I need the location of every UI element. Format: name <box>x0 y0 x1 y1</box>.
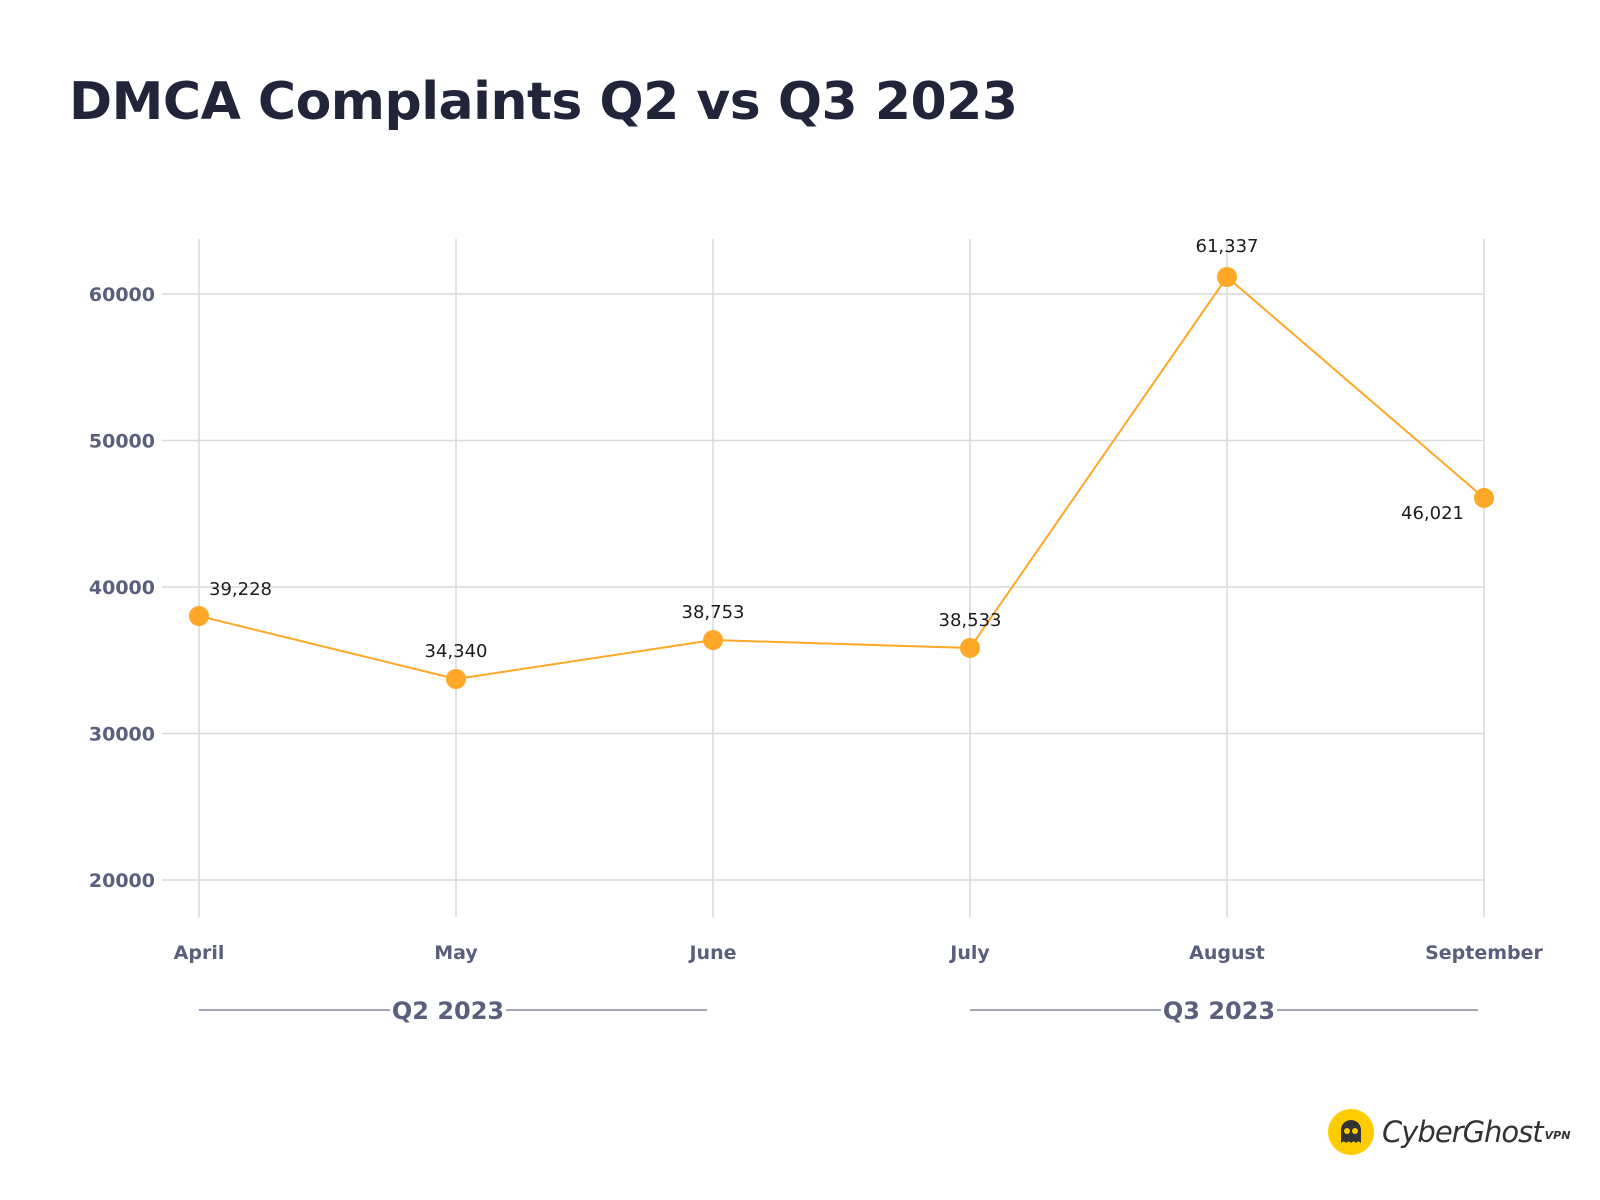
y-tick-label: 60000 <box>89 284 155 306</box>
data-label: 38,533 <box>939 610 1002 631</box>
group-label: Q3 2023 <box>1163 997 1275 1025</box>
line-layer <box>198 275 1485 681</box>
x-tick-label: August <box>1189 942 1265 964</box>
data-label: 38,753 <box>682 602 745 623</box>
label-layer: 39,228 34,340 38,753 38,533 61,337 46,021 <box>209 236 1464 662</box>
x-tick-label: June <box>687 942 736 964</box>
axis-layer: 20000 30000 40000 50000 60000 April May June Jul… <box>89 284 1544 964</box>
group-label: Q2 2023 <box>392 997 504 1025</box>
x-tick-label: July <box>948 942 990 964</box>
data-point <box>703 630 723 651</box>
data-point <box>189 606 209 627</box>
data-label: 46,021 <box>1401 503 1464 524</box>
ghost-icon <box>1328 1109 1374 1155</box>
data-label: 61,337 <box>1196 236 1259 257</box>
chart-title: DMCA Complaints Q2 vs Q3 2023 <box>69 72 1018 132</box>
data-point <box>960 637 980 658</box>
y-tick-label: 30000 <box>89 724 155 746</box>
series-line <box>198 275 1485 681</box>
data-point <box>1217 267 1237 288</box>
data-label: 39,228 <box>209 579 272 600</box>
y-tick-label: 40000 <box>89 577 155 599</box>
x-tick-label: May <box>434 942 478 964</box>
cyberghost-logo: CyberGhost VPN <box>1328 1108 1570 1156</box>
x-tick-label: April <box>174 942 225 964</box>
point-layer <box>189 267 1494 690</box>
x-tick-label: September <box>1425 942 1543 964</box>
grid-layer <box>162 239 1485 917</box>
logo-wordmark: CyberGhost <box>1382 1115 1544 1149</box>
y-tick-label: 20000 <box>89 870 155 892</box>
data-point <box>1474 487 1494 508</box>
logo-suffix: VPN <box>1544 1128 1571 1142</box>
data-point <box>446 669 466 690</box>
y-tick-label: 50000 <box>89 431 155 453</box>
data-label: 34,340 <box>425 641 488 662</box>
group-layer: Q2 2023 Q3 2023 <box>199 997 1478 1025</box>
